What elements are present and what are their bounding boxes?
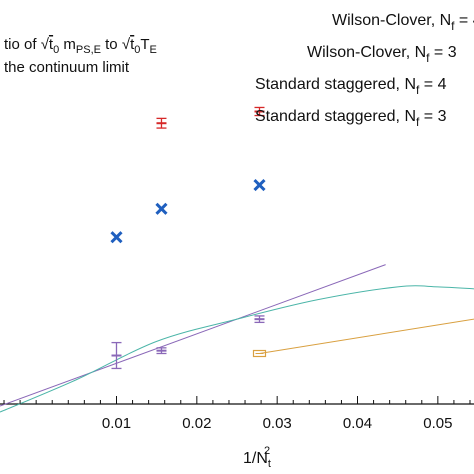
legend-label: Standard staggered, Nf = 3 xyxy=(255,108,447,129)
x-tick-label: 0.02 xyxy=(182,415,211,432)
error-bar-point xyxy=(156,117,167,129)
cross-stroke xyxy=(253,178,266,192)
cross-stroke xyxy=(155,202,168,215)
x-tick-label: 0.05 xyxy=(423,415,452,432)
chart-annotation-line2: the continuum limit xyxy=(4,59,130,76)
legend-label: Wilson-Clover, Nf = 4 xyxy=(332,12,474,33)
legend-label: Wilson-Clover, Nf = 3 xyxy=(307,44,457,65)
box-marker xyxy=(252,349,267,358)
x-tick-label: 0.03 xyxy=(263,415,292,432)
box-point xyxy=(252,349,267,358)
cross-point xyxy=(155,202,168,215)
cross-point xyxy=(110,231,123,244)
x-tick-label: 0.04 xyxy=(343,415,372,432)
legend-label: Standard staggered, Nf = 4 xyxy=(255,76,447,97)
legend-entry: Standard staggered, Nf = 3 xyxy=(255,108,447,129)
cross-point xyxy=(253,178,266,192)
legend-entry: Standard staggered, Nf = 4 xyxy=(255,76,447,97)
x-axis-ticks: 0.01 0.02 0.03 0.04 0.05 xyxy=(3,396,471,432)
fit-curves xyxy=(0,264,474,413)
fit-curve xyxy=(0,285,474,413)
fit-curve xyxy=(0,264,386,407)
error-bar-point xyxy=(156,347,167,355)
x-tick-label: 0.01 xyxy=(102,415,131,432)
chart-annotation-line1: tio of √t0 mPS,E to √t0TE xyxy=(4,36,157,56)
cross-stroke xyxy=(110,231,123,244)
data-markers xyxy=(110,106,267,370)
error-bar-point xyxy=(254,106,265,117)
legend-entry: Wilson-Clover, Nf = 4 xyxy=(332,12,474,33)
fit-curve xyxy=(259,318,474,354)
legend-entry: Wilson-Clover, Nf = 3 xyxy=(307,44,457,65)
x-axis-label: 1/Nt2 xyxy=(243,445,271,470)
legend: Wilson-Clover, Nf = 4 Wilson-Clover, Nf =… xyxy=(255,12,474,129)
error-bar-point xyxy=(111,341,122,370)
error-bar-point xyxy=(254,315,265,324)
